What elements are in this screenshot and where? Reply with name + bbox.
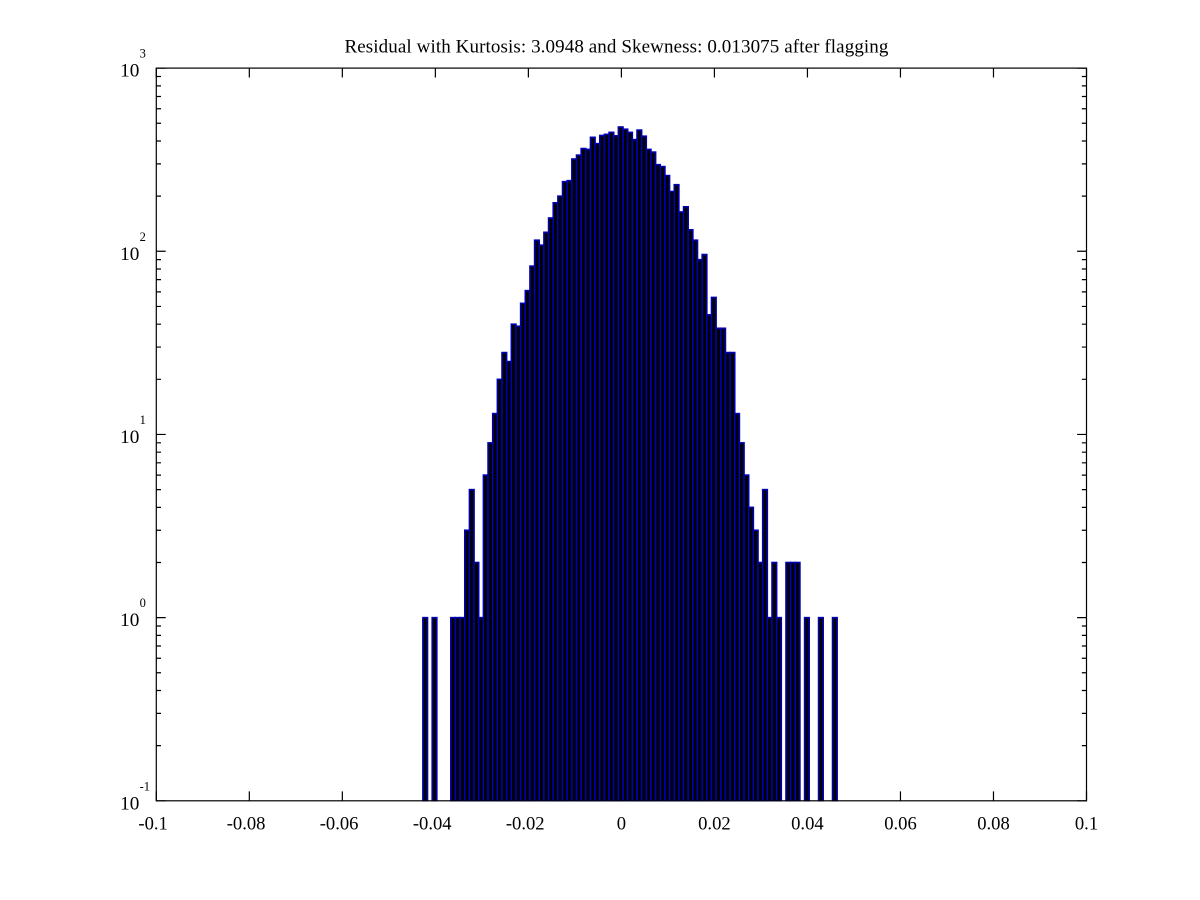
svg-text:-0.06: -0.06 (320, 814, 359, 835)
svg-text:0.04: 0.04 (791, 814, 824, 835)
svg-text:-0.02: -0.02 (506, 814, 545, 835)
svg-text:0.06: 0.06 (884, 814, 917, 835)
svg-text:10: 10 (120, 610, 139, 631)
svg-text:0: 0 (140, 596, 146, 610)
svg-text:0.08: 0.08 (977, 814, 1010, 835)
svg-text:10: 10 (120, 793, 139, 814)
svg-text:0.1: 0.1 (1075, 814, 1098, 835)
svg-text:-0.04: -0.04 (413, 814, 452, 835)
svg-text:10: 10 (120, 244, 139, 265)
svg-text:0.02: 0.02 (698, 814, 731, 835)
svg-text:0: 0 (617, 814, 626, 835)
svg-text:10: 10 (120, 61, 139, 82)
svg-text:3: 3 (140, 47, 146, 61)
svg-text:-1: -1 (140, 779, 150, 793)
svg-text:Residual with Kurtosis: 3.0948: Residual with Kurtosis: 3.0948 and Skewn… (344, 37, 888, 58)
svg-text:-0.08: -0.08 (227, 814, 266, 835)
svg-text:-0.1: -0.1 (138, 814, 167, 835)
svg-text:10: 10 (120, 427, 139, 448)
svg-text:2: 2 (140, 230, 146, 244)
svg-text:1: 1 (140, 413, 146, 427)
